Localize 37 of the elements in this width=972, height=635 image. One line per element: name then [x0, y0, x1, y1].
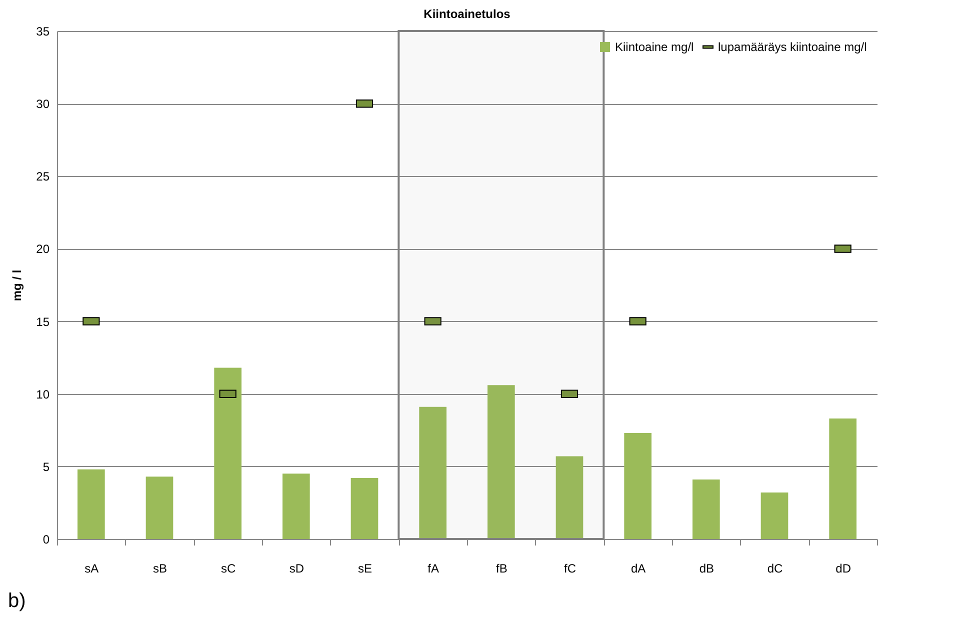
x-tick-label: sC	[220, 562, 236, 576]
bar	[624, 433, 652, 539]
x-tick-label: sB	[152, 562, 168, 576]
bar	[419, 406, 446, 539]
y-axis-title: mg / l	[10, 270, 24, 302]
x-tick-label: dC	[767, 562, 783, 576]
y-tick-label: 10	[36, 387, 50, 402]
bar	[146, 476, 174, 539]
bar	[488, 385, 515, 539]
y-tick-label: 5	[42, 460, 50, 474]
bar	[692, 479, 720, 539]
x-tick-label: fB	[496, 562, 508, 576]
x-tick-label: dA	[630, 562, 646, 576]
bar	[282, 474, 310, 539]
chart-title: Kiintoainetulos	[424, 7, 511, 21]
x-tick-label: sD	[289, 562, 304, 576]
legend-label: Kiintoaine mg/l	[615, 40, 694, 54]
y-tick-label: 0	[42, 532, 50, 546]
bar	[350, 478, 378, 539]
x-tick-label: dB	[699, 562, 714, 576]
y-tick-label: 15	[36, 314, 50, 329]
legend-label: lupamääräys kiintoaine mg/l	[718, 40, 867, 54]
bar	[556, 456, 584, 539]
y-tick-label: 30	[36, 97, 50, 112]
x-tick-label: dD	[836, 562, 852, 576]
y-tick-label: 25	[36, 170, 50, 184]
x-tick-label: sE	[358, 562, 372, 576]
x-tick-label: fC	[564, 562, 576, 576]
bar	[760, 492, 788, 539]
text: b)	[8, 590, 26, 613]
bar	[829, 418, 856, 539]
y-tick-label: 35	[36, 24, 50, 38]
bar	[78, 469, 105, 539]
x-tick-label: fA	[428, 562, 440, 576]
x-tick-label: sA	[84, 562, 99, 576]
bar	[214, 368, 242, 539]
y-tick-label: 20	[36, 242, 50, 256]
